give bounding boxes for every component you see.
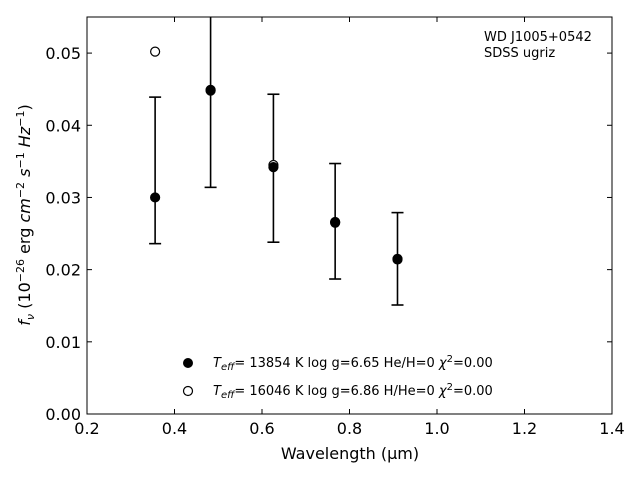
object-name: WD J1005+0542: [484, 30, 592, 45]
y-tick-label: 0.01: [45, 333, 81, 352]
error-bars: [149, 17, 404, 306]
plot-frame: [86, 16, 613, 415]
legend-entry-1: Teff= 13854 K log g=6.65 He/H=0 χ2=0.00: [213, 354, 493, 373]
x-tick-label: 0.8: [337, 419, 362, 438]
x-tick-label: 0.2: [74, 419, 99, 438]
x-tick-label: 1.0: [424, 419, 449, 438]
y-axis-ticks: 0.00 0.01 0.02 0.03 0.04 0.05: [45, 44, 612, 424]
model-point-open: [150, 46, 161, 57]
data-points: [150, 46, 403, 265]
x-tick-label: 0.4: [162, 419, 187, 438]
y-tick-label: 0.05: [45, 44, 81, 63]
y-tick-label: 0.03: [45, 188, 81, 207]
y-tick-label: 0.04: [45, 116, 81, 135]
x-axis-ticks: 0.2 0.4 0.6 0.8 1.0 1.2 1.4: [74, 17, 625, 438]
y-tick-label: 0.00: [45, 405, 81, 424]
x-tick-label: 0.6: [249, 419, 274, 438]
model-point-filled: [150, 192, 161, 203]
y-axis-title: fν (10−26 erg cm−2 s−1 Hz−1): [14, 104, 37, 325]
model-point-filled: [330, 217, 341, 228]
legend: Teff= 13854 K log g=6.65 He/H=0 χ2=0.00 …: [182, 354, 493, 401]
model-point-filled: [268, 162, 279, 173]
model-point-filled: [392, 253, 403, 264]
x-axis-title: Wavelength (μm): [281, 444, 419, 463]
photometry-label: SDSS ugriz: [484, 46, 555, 61]
x-tick-label: 1.2: [512, 419, 537, 438]
model-point-filled: [205, 85, 216, 96]
legend-entry-2: Teff= 16046 K log g=6.86 H/He=0 χ2=0.00: [213, 382, 493, 401]
legend-marker-open: [182, 385, 194, 397]
y-tick-label: 0.02: [45, 261, 81, 280]
x-tick-label: 1.4: [599, 419, 624, 438]
legend-marker-filled: [183, 358, 193, 368]
